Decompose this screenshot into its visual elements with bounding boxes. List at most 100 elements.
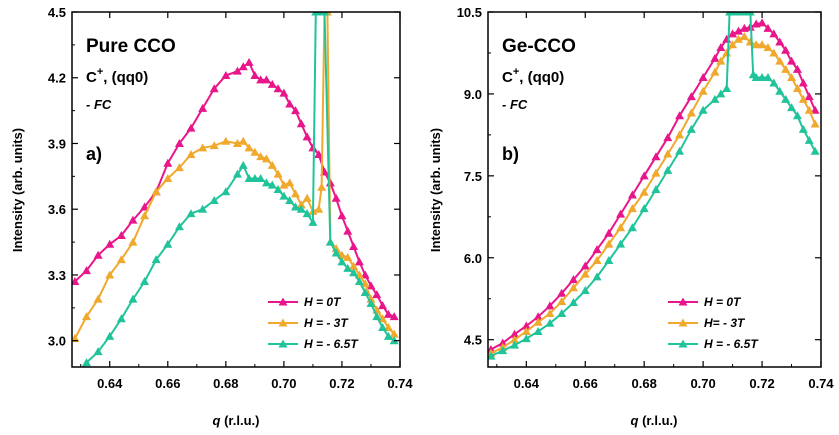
- data-point: [510, 340, 520, 349]
- data-point: [787, 73, 797, 82]
- data-point: [308, 143, 318, 152]
- data-point: [250, 147, 260, 156]
- series-group: [488, 12, 820, 360]
- data-point: [810, 105, 820, 114]
- data-point: [545, 301, 555, 310]
- x-tick-label: 0.70: [690, 376, 715, 391]
- data-point: [320, 12, 330, 16]
- data-point: [580, 286, 590, 295]
- data-point: [116, 314, 126, 323]
- data-point: [389, 312, 399, 321]
- data-point: [592, 272, 602, 281]
- y-tick-label: 10.5: [457, 5, 482, 20]
- data-point: [82, 358, 92, 367]
- data-point: [221, 71, 231, 80]
- data-point: [291, 189, 301, 198]
- panel-condition: - FC: [86, 97, 112, 112]
- data-point: [378, 323, 388, 332]
- data-point: [105, 270, 115, 279]
- data-point: [343, 252, 353, 261]
- data-point: [250, 174, 260, 183]
- data-point: [261, 75, 271, 84]
- data-point: [308, 217, 318, 226]
- data-point: [378, 314, 388, 323]
- data-point: [366, 298, 376, 307]
- data-point: [616, 209, 626, 218]
- data-point: [710, 53, 720, 62]
- data-point: [545, 318, 555, 327]
- legend-marker: [678, 318, 688, 327]
- data-point: [349, 261, 359, 270]
- data-point: [360, 287, 370, 296]
- data-point: [209, 84, 219, 93]
- data-point: [209, 195, 219, 204]
- data-point: [244, 57, 254, 66]
- data-point: [763, 23, 773, 32]
- data-point: [372, 290, 382, 299]
- data-point: [273, 169, 283, 178]
- data-point: [710, 94, 720, 103]
- axes: 0.64 0.66 0.68 0.70 0.72 0.74 3.0 3.3 3.6 3.9 4.2 4…: [48, 5, 413, 391]
- y-tick-label: 3.0: [48, 334, 66, 349]
- legend-marker: [278, 297, 288, 306]
- data-point: [349, 268, 359, 277]
- y-axis-title: Intensity (arb. units): [428, 128, 443, 252]
- x-tick-label: 0.64: [97, 376, 123, 391]
- data-point: [296, 119, 306, 128]
- data-point: [792, 83, 802, 92]
- data-point: [769, 78, 779, 87]
- data-point: [128, 237, 138, 246]
- data-point: [728, 40, 738, 49]
- data-point: [186, 123, 196, 132]
- data-point: [716, 56, 726, 65]
- data-point: [580, 269, 590, 278]
- data-point: [798, 124, 808, 133]
- data-point: [273, 84, 283, 93]
- data-point: [93, 347, 103, 356]
- x-tick-label: 0.74: [387, 376, 413, 391]
- data-point: [250, 71, 260, 80]
- data-point: [261, 154, 271, 163]
- data-point: [568, 298, 578, 307]
- y-tick-label: 3.9: [48, 136, 66, 151]
- legend-label: H = 0T: [304, 295, 342, 309]
- data-point: [804, 105, 814, 114]
- panel-pure-cco: 0.64 0.66 0.68 0.70 0.72 0.74 3.0 3.3 3.6 3.9 4.2 4…: [10, 5, 413, 428]
- data-point: [686, 92, 696, 101]
- data-point: [769, 48, 779, 57]
- data-point: [349, 241, 359, 250]
- data-point: [698, 105, 708, 114]
- data-point: [498, 346, 508, 355]
- data-point: [82, 312, 92, 321]
- x-axis-title: q (r.l.u.): [631, 413, 678, 428]
- data-point: [728, 29, 738, 38]
- data-point: [675, 130, 685, 139]
- legend-marker: [678, 297, 688, 306]
- legend-marker: [278, 318, 288, 327]
- data-point: [151, 187, 161, 196]
- data-point: [343, 226, 353, 235]
- data-point: [174, 138, 184, 147]
- data-point: [663, 165, 673, 174]
- data-point: [238, 62, 248, 71]
- data-point: [568, 275, 578, 284]
- data-point: [757, 18, 767, 27]
- data-point: [775, 56, 785, 65]
- data-point: [291, 202, 301, 211]
- data-point: [627, 190, 637, 199]
- data-point: [343, 263, 353, 272]
- data-point: [804, 135, 814, 144]
- data-point: [592, 245, 602, 254]
- data-point: [686, 108, 696, 117]
- data-point: [337, 211, 347, 220]
- data-point: [128, 294, 138, 303]
- panel-title: Ge-CCO: [502, 36, 576, 57]
- data-point: [781, 45, 791, 54]
- data-point: [209, 141, 219, 150]
- data-point: [337, 257, 347, 266]
- data-point: [722, 83, 732, 92]
- data-point: [798, 94, 808, 103]
- data-point: [279, 191, 289, 200]
- data-point: [140, 277, 150, 286]
